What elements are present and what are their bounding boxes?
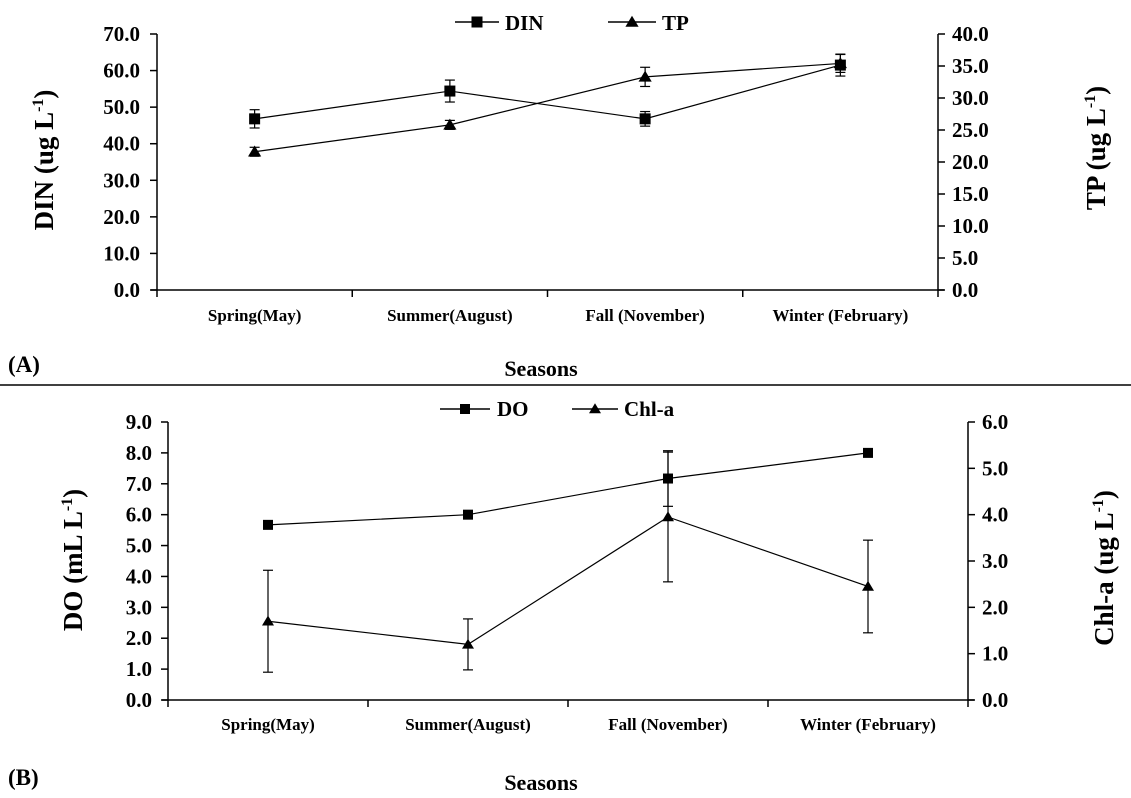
panel-b-series-chl-a-point: [662, 511, 674, 522]
panel-a-category-label-spring-may: Spring(May): [208, 306, 302, 325]
panel-a-right-tick-label: 30.0: [952, 86, 989, 110]
panel-a-left-tick-label: 50.0: [103, 95, 140, 119]
panel-b-left-tick-label: 8.0: [126, 441, 152, 465]
panel-a-right-tick-label: 35.0: [952, 54, 989, 78]
panel-b-series-do-point: [463, 509, 473, 520]
panel-b-left-tick-label: 3.0: [126, 595, 152, 619]
panel-a-series-tp-point: [638, 70, 652, 82]
panel-b-label: (B): [8, 765, 39, 790]
panel-b-legend-do-label: DO: [497, 397, 529, 421]
panel-b-right-tick-label: 1.0: [982, 642, 1008, 666]
panel-a-right-axis-title: TP (ug L-1): [1081, 86, 1111, 210]
panel-a-left-tick-label: 30.0: [103, 168, 140, 192]
panel-a-right-tick-label: 25.0: [952, 118, 989, 142]
panel-b-right-tick-label: 4.0: [982, 503, 1008, 527]
panel-a-right-tick-label: 10.0: [952, 214, 989, 238]
panel-a-right-axis-title-close: ): [1081, 86, 1111, 95]
panel-b-left-axis-title: DO (mL L-1): [58, 489, 88, 631]
panel-b-legend-chl-a-marker: [589, 403, 601, 414]
panel-a-left-tick-label: 0.0: [114, 278, 140, 302]
panel-a-series-tp-line: [254, 62, 841, 153]
panel-a-category-label-winter-february: Winter (February): [772, 306, 908, 325]
panel-a-left-axis-title-exp: -1: [30, 99, 47, 112]
panel-a-x-axis-title: Seasons: [504, 356, 578, 381]
panel-b-right-axis-title-exp: -1: [1090, 499, 1107, 512]
panel-b-series-chl-a-point: [262, 615, 274, 626]
panel-a-right-axis-title-base: TP (ug L: [1081, 108, 1111, 210]
panel-b-series-chl-a-point: [462, 638, 474, 649]
panel-a-legend-din-label: DIN: [505, 11, 544, 35]
panel-a-series-tp-point: [443, 118, 457, 130]
panel-a-series-tp-point: [833, 57, 847, 69]
panel-b-chart: (B) Seasons DO Chl-a DO (mL L-1) Chl-a (…: [8, 397, 1119, 795]
panel-b-legend-chla-label: Chl-a: [624, 397, 675, 421]
panel-a-left-tick-label: 70.0: [103, 22, 140, 46]
panel-a-left-tick-label: 40.0: [103, 132, 140, 156]
panel-a-legend-tp-marker: [625, 15, 639, 27]
panel-a-right-tick-label: 5.0: [952, 246, 978, 270]
panel-b-left-tick-label: 6.0: [126, 503, 152, 527]
panel-b-legend-do-marker: [460, 404, 470, 414]
panel-b-left-tick-label: 0.0: [126, 688, 152, 712]
panel-a-series-din-line: [254, 64, 841, 120]
panel-a-left-tick-label: 10.0: [103, 241, 140, 265]
panel-a-series-din-point: [444, 85, 456, 97]
panel-b-series-chl-a-line: [267, 516, 869, 646]
panel-b-x-axis-title: Seasons: [504, 770, 578, 795]
panel-b-left-tick-label: 5.0: [126, 534, 152, 558]
panel-b-left-tick-label: 1.0: [126, 657, 152, 681]
panel-a-left-axis-title-close: ): [29, 90, 59, 99]
panel-b-category-label-summer-august: Summer(August): [405, 715, 531, 734]
panel-a-series-din-point: [639, 113, 651, 125]
panel-a-label: (A): [8, 352, 40, 377]
panel-b-right-tick-label: 0.0: [982, 688, 1008, 712]
panel-b-left-axis-title-exp: -1: [59, 498, 76, 511]
panel-a-left-axis-title: DIN (ug L-1): [29, 90, 59, 231]
panel-a-right-axis-title-exp: -1: [1082, 95, 1099, 108]
panel-a-series-din-point: [249, 113, 261, 125]
panel-a-chart: (A) Seasons DIN TP DIN (ug L-1) TP (ug L…: [8, 11, 1111, 381]
panel-b-series-do-point: [263, 519, 273, 530]
panel-b-left-tick-label: 9.0: [126, 410, 152, 434]
panel-b-right-tick-label: 3.0: [982, 549, 1008, 573]
panel-a-category-label-summer-august: Summer(August): [387, 306, 513, 325]
panel-b-left-tick-label: 7.0: [126, 472, 152, 496]
panel-b-left-tick-label: 4.0: [126, 564, 152, 588]
panel-a-legend-din-marker: [471, 16, 483, 28]
panel-a-right-tick-label: 40.0: [952, 22, 989, 46]
panel-a-right-tick-label: 20.0: [952, 150, 989, 174]
panel-a-left-tick-label: 20.0: [103, 205, 140, 229]
panel-b-category-label-spring-may: Spring(May): [221, 715, 315, 734]
panel-b-category-label-fall-november: Fall (November): [608, 715, 727, 734]
panel-b-right-axis-title-base: Chl-a (ug L: [1089, 512, 1119, 646]
panel-b-right-axis-title: Chl-a (ug L-1): [1089, 490, 1119, 646]
panel-b-series-chl-a-point: [862, 580, 874, 591]
panel-b-right-tick-label: 2.0: [982, 595, 1008, 619]
panel-a-legend-tp-label: TP: [662, 11, 689, 35]
panel-a-series-tp-point: [248, 145, 262, 157]
panel-a-right-tick-label: 15.0: [952, 182, 989, 206]
panel-b-series-do-line: [267, 452, 869, 526]
panel-b-category-label-winter-february: Winter (February): [800, 715, 936, 734]
panel-b-left-tick-label: 2.0: [126, 626, 152, 650]
panel-a-category-label-fall-november: Fall (November): [585, 306, 704, 325]
panel-a-left-axis-title-base: DIN (ug L: [29, 112, 59, 231]
panel-b-series-do-point: [863, 447, 873, 458]
panel-b-right-axis-title-close: ): [1089, 490, 1119, 499]
panel-a-right-tick-label: 0.0: [952, 278, 978, 302]
panel-b-left-axis-title-close: ): [58, 489, 88, 498]
panel-b-right-tick-label: 6.0: [982, 410, 1008, 434]
panel-b-left-axis-title-base: DO (mL L: [58, 511, 88, 631]
panel-a-left-tick-label: 60.0: [103, 59, 140, 83]
panel-b-right-tick-label: 5.0: [982, 456, 1008, 480]
